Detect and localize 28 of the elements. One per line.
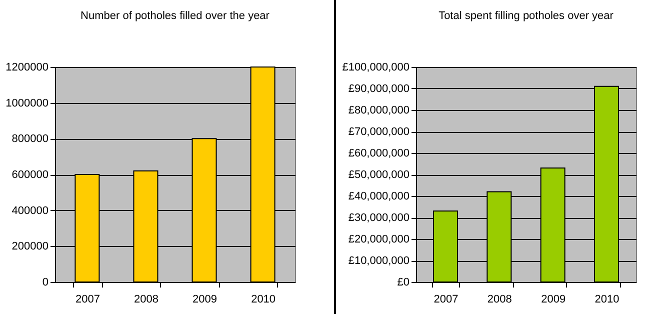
- y-tick-label: 600000: [12, 169, 48, 181]
- y-tick-label: 200000: [12, 240, 48, 253]
- x-tick-label: 2007: [75, 294, 100, 306]
- y-tick-label: £10,000,000: [348, 255, 410, 267]
- y-tick-label: 400000: [12, 204, 48, 217]
- x-tick-label: 2008: [134, 294, 158, 306]
- y-tick-label: £90,000,000: [348, 83, 410, 95]
- y-tick-label: £80,000,000: [348, 104, 410, 116]
- chart-title: Number of potholes filled over the year: [80, 10, 270, 22]
- y-tick-label: 800000: [12, 133, 48, 146]
- x-tick-label: 2008: [487, 294, 512, 306]
- y-tick-label: £50,000,000: [348, 169, 410, 181]
- y-tick-label: £30,000,000: [348, 212, 410, 224]
- y-tick-label: £70,000,000: [348, 126, 410, 138]
- y-tick-label: £100,000,000: [342, 62, 410, 74]
- y-tick-label: £0: [397, 276, 410, 288]
- x-tick-label: 2009: [192, 294, 218, 306]
- x-tick-label: 2007: [434, 294, 458, 306]
- x-tick-label: 2009: [541, 294, 566, 306]
- x-tick-label: 2010: [594, 294, 620, 306]
- x-tick-label: 2010: [251, 294, 276, 306]
- y-tick-label: £40,000,000: [348, 190, 410, 202]
- chart-title: Total spent filling potholes over year: [438, 10, 614, 22]
- y-tick-label: £20,000,000: [348, 234, 410, 246]
- y-tick-label: 1200000: [6, 62, 48, 74]
- y-tick-label: 0: [42, 276, 48, 288]
- y-tick-label: 1000000: [6, 97, 48, 110]
- y-tick-label: £60,000,000: [348, 148, 410, 160]
